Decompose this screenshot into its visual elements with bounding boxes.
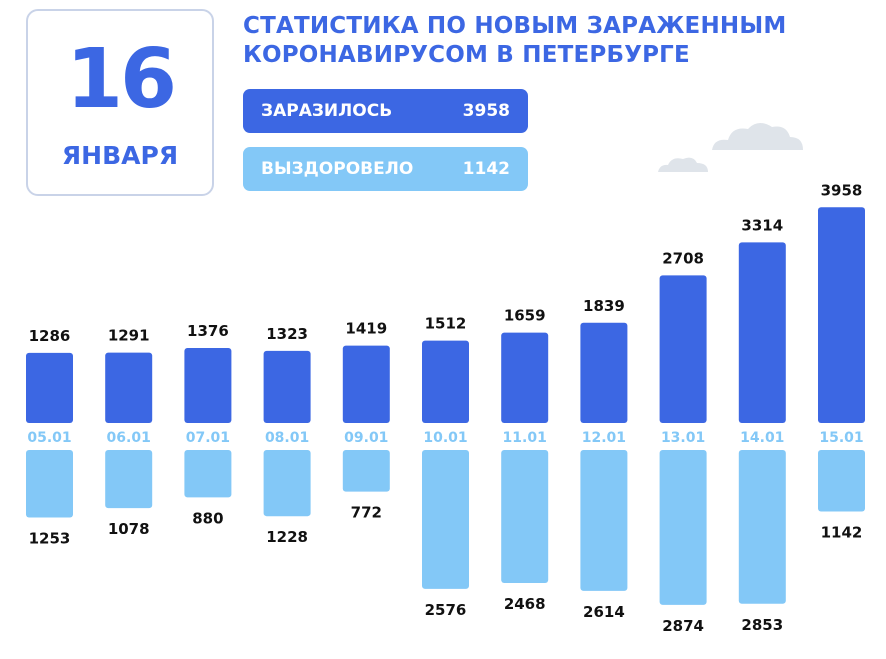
legend-infected: ЗАРАЗИЛОСЬ 3958	[243, 89, 528, 133]
value-label-infected-10.01: 1512	[425, 315, 467, 333]
bar-recovered-07.01	[184, 450, 232, 498]
bar-infected-11.01	[501, 332, 549, 423]
title-line-1: СТАТИСТИКА ПО НОВЫМ ЗАРАЖЕННЫМ	[243, 13, 787, 39]
bar-infected-07.01	[184, 348, 232, 423]
date-card: 16 ЯНВАРЯ	[26, 9, 214, 196]
bar-infected-12.01	[580, 322, 628, 423]
bar-recovered-05.01	[26, 450, 73, 518]
bar-recovered-12.01	[580, 450, 628, 591]
legend-recovered-value: 1142	[462, 159, 510, 179]
value-label-infected-05.01: 1286	[29, 327, 71, 345]
value-label-infected-12.01: 1839	[583, 297, 625, 315]
bar-infected-05.01	[26, 352, 73, 423]
category-label-12.01: 12.01	[582, 430, 626, 446]
value-label-infected-13.01: 2708	[662, 249, 704, 267]
bar-recovered-15.01	[818, 450, 865, 512]
value-label-recovered-08.01: 1228	[266, 528, 308, 546]
date-month: ЯНВАРЯ	[61, 141, 179, 170]
cloud-icon	[712, 122, 803, 150]
bar-infected-13.01	[659, 275, 707, 423]
bar-infected-10.01	[422, 340, 469, 423]
value-label-recovered-10.01: 2576	[425, 601, 467, 619]
value-label-infected-09.01: 1419	[345, 320, 387, 338]
value-label-recovered-07.01: 880	[192, 509, 223, 527]
value-label-recovered-09.01: 772	[351, 504, 382, 522]
category-label-11.01: 11.01	[503, 430, 547, 446]
bar-infected-09.01	[342, 345, 390, 423]
legend-infected-label: ЗАРАЗИЛОСЬ	[261, 101, 393, 121]
value-label-recovered-14.01: 2853	[741, 616, 783, 634]
category-label-05.01: 05.01	[27, 430, 71, 446]
bar-infected-08.01	[263, 350, 311, 423]
value-label-infected-08.01: 1323	[266, 325, 308, 343]
value-label-recovered-05.01: 1253	[29, 530, 71, 548]
bar-recovered-06.01	[105, 450, 153, 509]
value-label-infected-15.01: 3958	[821, 181, 863, 199]
title-line-2: КОРОНАВИРУСОМ В ПЕТЕРБУРГЕ	[243, 42, 690, 68]
bar-recovered-08.01	[263, 450, 311, 517]
bar-recovered-11.01	[501, 450, 549, 584]
value-label-recovered-15.01: 1142	[821, 524, 863, 542]
bar-recovered-14.01	[738, 450, 786, 604]
cloud-icon	[658, 157, 708, 172]
value-label-recovered-11.01: 2468	[504, 595, 546, 613]
page-title: СТАТИСТИКА ПО НОВЫМ ЗАРАЖЕННЫМ КОРОНАВИР…	[243, 12, 863, 70]
category-label-13.01: 13.01	[661, 430, 705, 446]
bar-infected-14.01	[738, 242, 786, 423]
value-label-recovered-06.01: 1078	[108, 520, 150, 538]
date-day: 16	[65, 32, 177, 127]
value-label-infected-06.01: 1291	[108, 327, 150, 345]
bar-recovered-10.01	[422, 450, 469, 589]
category-label-15.01: 15.01	[819, 430, 863, 446]
bar-recovered-09.01	[342, 450, 390, 492]
category-label-06.01: 06.01	[107, 430, 151, 446]
legend-infected-value: 3958	[462, 101, 510, 121]
legend-recovered: ВЫЗДОРОВЕЛО 1142	[243, 147, 528, 191]
category-label-09.01: 09.01	[344, 430, 388, 446]
value-label-recovered-13.01: 2874	[662, 617, 704, 635]
bar-infected-06.01	[105, 352, 153, 423]
bar-recovered-13.01	[659, 450, 707, 605]
category-label-10.01: 10.01	[423, 430, 467, 446]
category-label-14.01: 14.01	[740, 430, 784, 446]
value-label-infected-14.01: 3314	[741, 216, 783, 234]
legend-recovered-label: ВЫЗДОРОВЕЛО	[261, 159, 414, 179]
bar-infected-15.01	[818, 207, 865, 423]
category-label-07.01: 07.01	[186, 430, 230, 446]
value-label-infected-11.01: 1659	[504, 307, 546, 325]
value-label-infected-07.01: 1376	[187, 322, 229, 340]
category-label-08.01: 08.01	[265, 430, 309, 446]
value-label-recovered-12.01: 2614	[583, 603, 625, 621]
